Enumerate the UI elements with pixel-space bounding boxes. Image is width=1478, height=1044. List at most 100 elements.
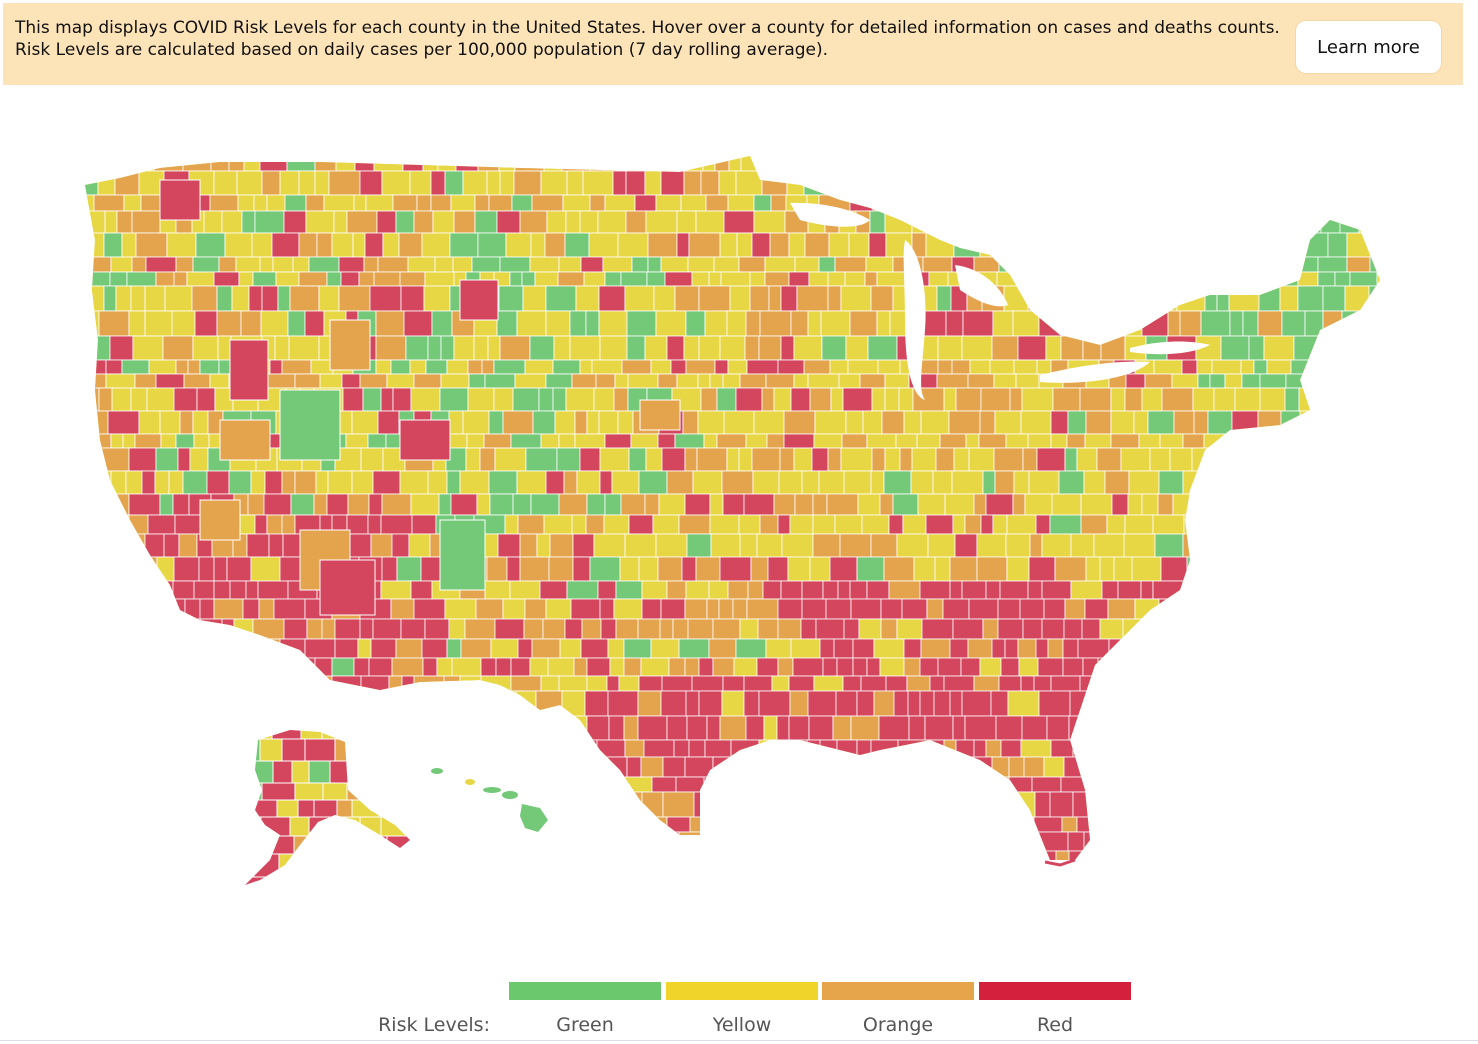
learn-more-button[interactable]: Learn more	[1296, 21, 1441, 73]
county-region	[1342, 776, 1366, 793]
county-region	[870, 470, 885, 495]
legend-swatch-red[interactable]	[979, 982, 1131, 1000]
hawaii-counties[interactable]	[431, 768, 548, 832]
county-region	[579, 447, 601, 472]
legend-swatch-green[interactable]	[509, 982, 661, 1000]
county-region	[1028, 470, 1060, 495]
county-region	[85, 715, 111, 741]
county-region	[545, 373, 573, 389]
legend-swatch-orange[interactable]	[822, 982, 974, 1000]
county-region	[363, 715, 382, 741]
county-region	[964, 715, 997, 741]
county-region	[873, 638, 905, 659]
county-region	[706, 715, 721, 741]
county-region	[495, 850, 520, 860]
county-region	[125, 618, 140, 640]
legend-swatch-yellow[interactable]	[666, 982, 818, 1000]
county-region	[1297, 271, 1319, 287]
county-region	[1036, 359, 1052, 375]
county-region	[830, 170, 846, 196]
county-region	[308, 256, 340, 273]
county-region	[1349, 271, 1378, 287]
county-region	[826, 493, 859, 516]
county-region	[308, 816, 331, 837]
county-region	[94, 618, 114, 640]
county-region	[1363, 791, 1380, 818]
county-region	[268, 876, 300, 885]
county-region	[759, 514, 779, 535]
county-region	[1312, 690, 1333, 717]
county-region	[653, 285, 676, 312]
county-region	[666, 816, 691, 833]
county-region	[349, 867, 362, 888]
county-region	[505, 232, 532, 258]
county-region	[199, 675, 230, 692]
contiguous-us-counties[interactable]	[0, 90, 1478, 970]
county-region	[1027, 256, 1041, 273]
county-region	[566, 170, 584, 196]
county-region	[628, 447, 647, 472]
county-region	[809, 387, 832, 412]
county-region	[1141, 387, 1163, 412]
county-region	[422, 657, 438, 677]
county-region	[1111, 285, 1137, 312]
county-region	[134, 373, 157, 389]
county-region	[689, 816, 707, 833]
county-region	[856, 556, 885, 582]
county-region	[109, 715, 126, 741]
county-region	[828, 791, 845, 818]
county-region	[980, 387, 1011, 412]
county-region	[624, 285, 655, 312]
county-region	[1275, 791, 1302, 818]
alaska-counties[interactable]	[240, 725, 438, 900]
county-region	[499, 335, 531, 361]
county-region	[1322, 433, 1352, 449]
county-region	[1225, 580, 1249, 600]
county-region	[1027, 580, 1043, 600]
county-region	[781, 533, 814, 558]
county-region	[206, 850, 236, 860]
county-region	[771, 888, 787, 910]
county-region	[1123, 533, 1156, 558]
county-region	[353, 194, 367, 212]
county-region	[1200, 310, 1231, 337]
county-region	[179, 410, 194, 435]
county-region	[1110, 433, 1140, 449]
county-region	[1215, 514, 1246, 535]
county-region	[393, 738, 410, 762]
county-region	[712, 756, 739, 778]
county-region	[662, 756, 686, 778]
county-region	[1281, 514, 1314, 535]
county-region	[604, 493, 622, 516]
county-region	[163, 715, 195, 741]
county-region	[1374, 387, 1380, 412]
county-region	[1154, 533, 1184, 558]
county-region	[342, 690, 366, 717]
county-region	[1077, 638, 1110, 659]
county-region	[662, 791, 695, 818]
county-region	[1091, 739, 1112, 758]
county-region	[686, 867, 699, 888]
county-region	[1007, 690, 1040, 717]
county-region	[1130, 850, 1152, 860]
county-region	[1084, 433, 1112, 449]
county-region	[812, 493, 828, 516]
county-region	[489, 816, 503, 833]
county-region	[1126, 739, 1144, 758]
county-region	[1244, 514, 1268, 535]
county-region	[170, 776, 190, 793]
county-region	[1341, 556, 1368, 582]
county-region	[144, 533, 165, 558]
county-region	[813, 675, 844, 692]
county-region	[936, 285, 952, 312]
county-region	[1390, 639, 1412, 658]
county-region	[546, 210, 567, 234]
county-region	[636, 888, 648, 910]
county-region	[287, 310, 306, 337]
county-region	[1111, 831, 1131, 852]
county-region	[345, 888, 373, 910]
county-region	[242, 598, 260, 620]
county-region	[985, 493, 1014, 516]
county-region	[85, 776, 104, 793]
county-region	[1301, 756, 1324, 778]
